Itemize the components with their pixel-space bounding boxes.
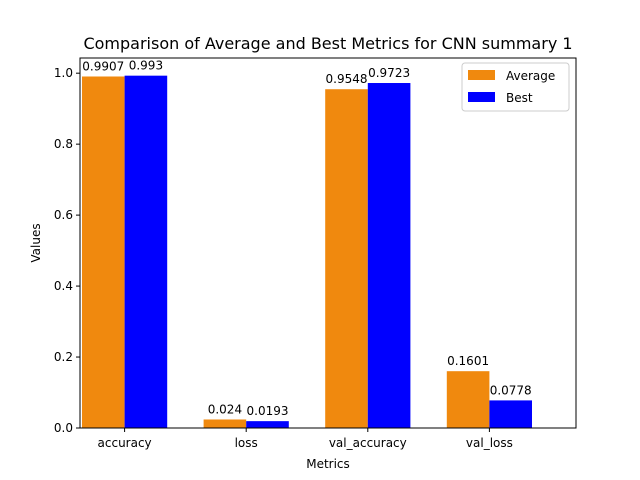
bar-best-val-accuracy [367,83,411,428]
y-tick-label: 0.8 [54,137,73,151]
x-tick-label-val-loss: val_loss [466,436,513,450]
bar-average-val-loss [446,371,490,428]
bar-best-val-loss [489,400,532,428]
legend-swatch-average [468,70,495,80]
y-tick-label: 0.2 [54,350,73,364]
plot-frame [79,57,577,429]
y-axis-ticks: 0.0 0.2 0.4 0.6 0.8 1.0 [54,66,80,435]
data-label-average-val-accuracy: 0.9548 [326,72,368,86]
bar-average-val-accuracy [325,89,368,428]
bar-average-loss [203,419,247,428]
x-axis-ticks: accuracy loss val_accuracy val_loss [98,428,513,450]
data-label-best-accuracy: 0.993 [129,59,163,73]
data-label-average-accuracy: 0.9907 [82,59,124,73]
y-tick-label: 0.6 [54,208,73,222]
x-tick-label-loss: loss [235,436,258,450]
chart-title: Comparison of Average and Best Metrics f… [83,34,572,53]
data-labels-group: 0.9907 0.024 0.9548 0.1601 0.993 0.0193 0.9723… [82,59,531,418]
y-tick-label: 1.0 [54,66,73,80]
legend-label-average: Average [506,69,555,83]
bar-average-accuracy [82,76,125,429]
data-label-average-val-loss: 0.1601 [447,354,489,368]
y-tick-label: 0.4 [54,279,73,293]
x-axis-label: Metrics [306,457,350,471]
data-label-best-loss: 0.0193 [247,404,289,418]
y-tick-label: 0.0 [54,421,73,435]
bar-best-loss [246,421,289,428]
legend-label-best: Best [506,91,533,105]
bar-best-accuracy [124,75,168,429]
bars-group [82,75,532,429]
x-tick-label-accuracy: accuracy [98,436,152,450]
x-tick-label-val-accuracy: val_accuracy [329,436,407,450]
data-label-best-val-loss: 0.0778 [490,383,532,397]
legend: Average Best [461,62,570,112]
data-label-average-loss: 0.024 [208,402,242,416]
data-label-best-val-accuracy: 0.9723 [368,66,410,80]
y-axis-label: Values [29,223,43,262]
legend-swatch-best [468,92,495,102]
